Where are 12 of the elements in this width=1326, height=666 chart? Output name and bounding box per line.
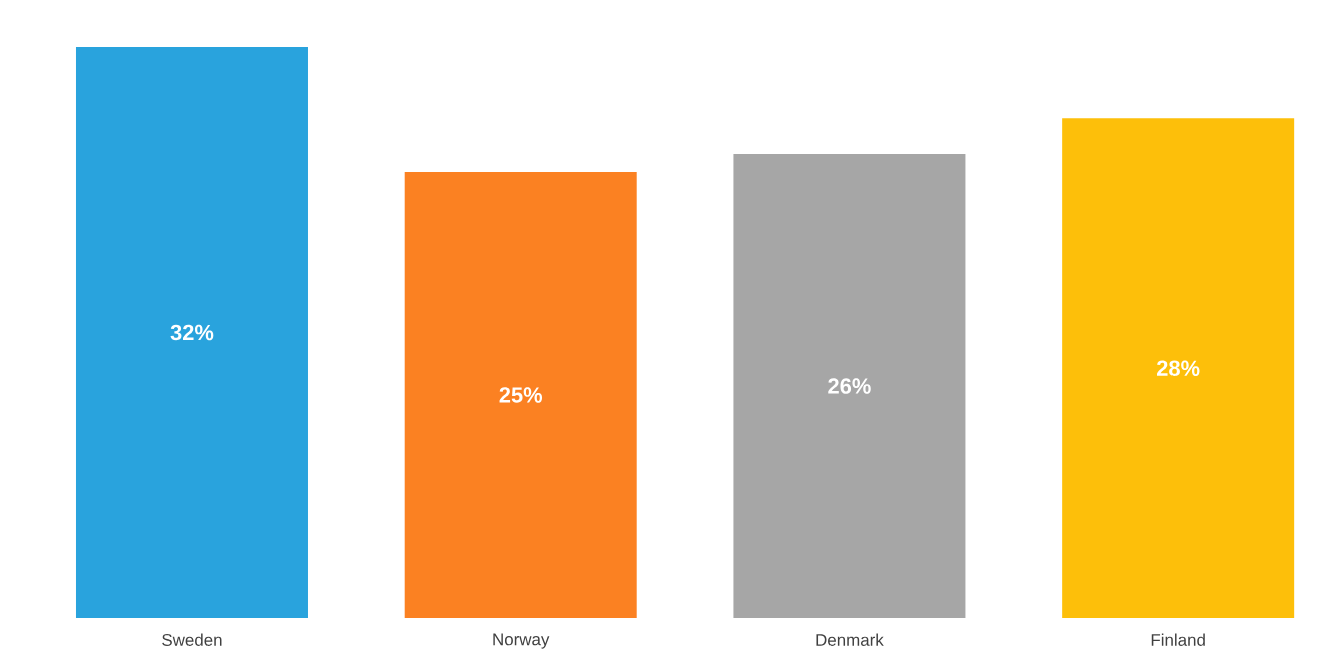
data-label: 28% xyxy=(1156,360,1200,376)
x-tick-label: Norway xyxy=(493,633,550,649)
x-tick-label: Finland xyxy=(1151,633,1205,646)
bar xyxy=(1062,118,1295,618)
x-tick-label: Sweden xyxy=(162,633,222,646)
bar xyxy=(75,47,308,618)
bar xyxy=(404,171,637,618)
bar xyxy=(733,154,966,618)
data-label: 25% xyxy=(499,387,543,403)
x-tick-label: Denmark xyxy=(816,633,884,646)
data-label: 26% xyxy=(828,378,871,394)
data-label: 32% xyxy=(170,324,214,341)
